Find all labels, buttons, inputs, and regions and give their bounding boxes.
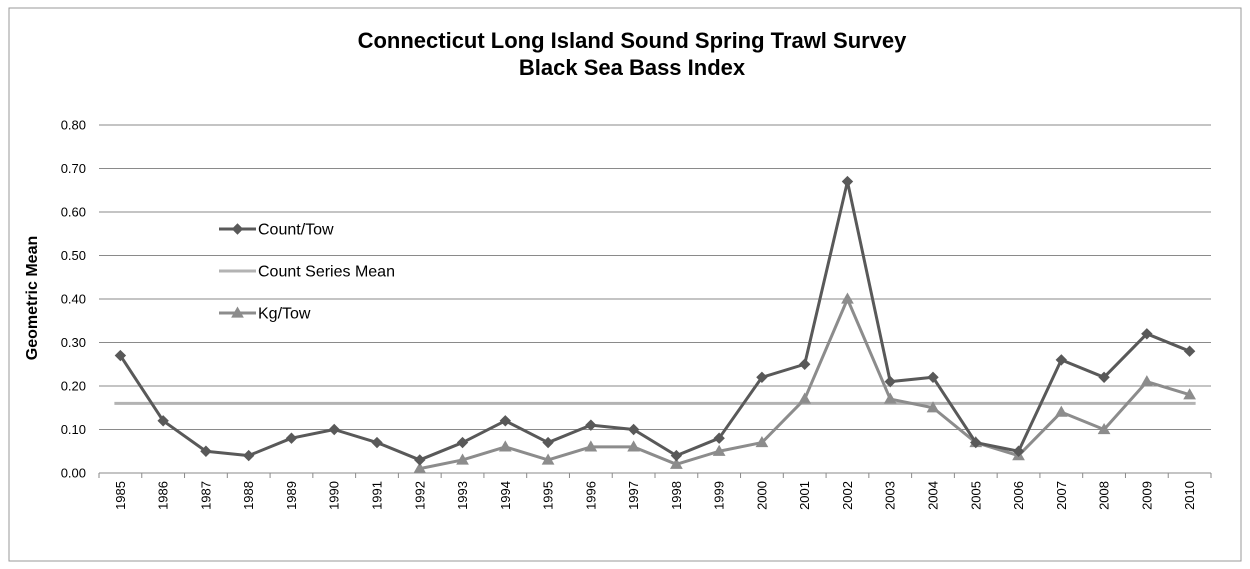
x-tick-label: 2010: [1182, 481, 1197, 510]
chart-title: Connecticut Long Island Sound Spring Tra…: [358, 28, 908, 53]
data-point: [1054, 405, 1068, 417]
legend-label: Count/Tow: [258, 222, 334, 239]
x-tick-label: 2002: [840, 481, 855, 510]
x-tick-label: 1993: [455, 481, 470, 510]
data-point: [1183, 388, 1196, 400]
x-tick-label: 1985: [113, 481, 128, 510]
data-point: [1098, 371, 1110, 384]
y-tick-label: 0.70: [61, 161, 86, 176]
data-point: [1140, 375, 1154, 387]
data-point: [371, 436, 383, 449]
legend-item: Count/Tow: [219, 222, 334, 239]
data-point: [1055, 354, 1068, 366]
x-tick-label: 1994: [498, 481, 513, 510]
series: [114, 175, 1196, 474]
data-point: [755, 436, 769, 448]
x-tick-label: 2008: [1097, 481, 1112, 510]
x-tick-label: 2001: [797, 481, 812, 510]
data-point: [541, 453, 555, 465]
x-tick-label: 1995: [541, 481, 556, 510]
y-tick-label: 0.40: [61, 292, 86, 307]
data-point: [242, 449, 255, 462]
x-tick-label: 1986: [156, 481, 171, 510]
data-point: [798, 392, 812, 404]
x-tick-label: 2007: [1054, 481, 1069, 510]
data-point: [798, 358, 811, 370]
y-axis-label: Geometric Mean: [24, 236, 41, 360]
data-point: [756, 371, 768, 384]
legend-label: Count Series Mean: [258, 264, 395, 281]
data-point: [670, 457, 683, 469]
data-point: [841, 292, 854, 304]
data-point: [498, 440, 512, 452]
data-point: [157, 415, 169, 427]
legend: Count/Tow Count Series Mean Kg/Tow: [219, 222, 395, 323]
y-tick-label: 0.30: [61, 335, 86, 350]
x-tick-label: 1997: [626, 481, 641, 510]
chart-border: [8, 7, 1242, 562]
x-tick-label: 1996: [583, 481, 598, 510]
data-point: [585, 419, 597, 431]
data-point: [1097, 422, 1111, 435]
data-point: [456, 453, 469, 465]
x-tick-label: 1988: [241, 481, 256, 510]
data-point: [414, 454, 426, 466]
y-tick-label: 0.50: [61, 248, 86, 263]
data-point: [285, 432, 298, 444]
data-point: [883, 392, 897, 404]
x-tick-label: 1992: [412, 481, 427, 510]
data-point: [1012, 445, 1025, 457]
legend-marker: [231, 223, 244, 235]
x-tick-label: 2004: [926, 481, 941, 510]
data-point: [841, 175, 854, 188]
y-tick-label: 0.60: [61, 205, 86, 220]
data-point: [927, 371, 939, 384]
y-tick-label: 0.10: [61, 422, 86, 437]
data-point: [114, 349, 127, 362]
legend-label: Kg/Tow: [258, 306, 311, 323]
data-point: [456, 436, 469, 449]
data-point: [713, 432, 725, 444]
x-tick-label: 1990: [327, 481, 342, 510]
x-tick-label: 1989: [284, 481, 299, 510]
data-point: [627, 423, 640, 436]
data-point: [884, 375, 896, 388]
data-point: [627, 440, 640, 452]
data-point: [670, 449, 683, 462]
y-tick-label: 0.00: [61, 466, 86, 481]
x-tick-label: 2003: [883, 481, 898, 510]
data-point: [499, 415, 512, 427]
data-point: [413, 462, 427, 474]
axes: 0.00 0.10 0.20 0.30 0.40 0.50 0.60 0.70 0.80 1985…: [61, 118, 1212, 510]
data-point: [200, 445, 212, 457]
data-point: [1141, 328, 1153, 340]
data-point: [970, 436, 982, 449]
y-tick-label: 0.80: [61, 118, 86, 133]
x-tick-label: 1987: [198, 481, 213, 510]
data-point: [1183, 345, 1196, 357]
series-line: [119, 180, 1191, 462]
legend-marker: [231, 306, 244, 318]
x-tick-label: 2006: [1011, 481, 1026, 510]
legend-item: Count Series Mean: [219, 264, 395, 281]
data-point: [926, 401, 940, 413]
legend-item: Kg/Tow: [219, 306, 311, 323]
gridlines: [99, 124, 1211, 430]
y-tick-label: 0.20: [61, 379, 86, 394]
x-tick-label: 2005: [968, 481, 983, 510]
data-point: [542, 436, 554, 449]
data-point: [712, 444, 726, 456]
data-point: [328, 423, 340, 436]
series-count-tow: [114, 175, 1196, 466]
x-tick-label: 1998: [669, 481, 684, 510]
x-tick-label: 1999: [712, 481, 727, 510]
data-point: [584, 440, 598, 452]
chart-subtitle: Black Sea Bass Index: [519, 55, 746, 80]
x-tick-label: 2009: [1139, 481, 1154, 510]
x-tick-label: 2000: [754, 481, 769, 510]
x-tick-label: 1991: [370, 481, 385, 510]
